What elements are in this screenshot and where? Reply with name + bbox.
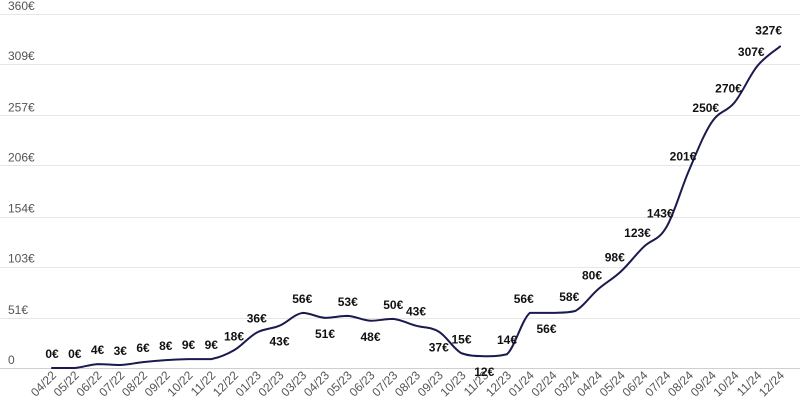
data-labels: 0€ 0€ 4€ 3€ 6€ 8€ 9€ 9€18€36€43€56€51€53€48€50€… [45, 23, 782, 379]
data-label: 53€ [338, 295, 358, 309]
y-tick-label: 51€ [8, 303, 28, 317]
data-label: 98€ [605, 251, 625, 265]
y-tick-label: 360€ [8, 0, 35, 13]
data-label: 307€ [738, 45, 765, 59]
data-label: 43€ [269, 335, 289, 349]
data-label: 4€ [91, 343, 105, 357]
data-label: 327€ [755, 23, 782, 37]
data-label: 51€ [315, 327, 335, 341]
data-label: 12€ [474, 365, 494, 379]
data-label: 56€ [292, 292, 312, 306]
data-label: 58€ [559, 290, 579, 304]
data-label: 14€ [497, 333, 517, 347]
x-tick-label: 10/22 [164, 368, 195, 399]
x-axis: 04/2205/2206/2207/2208/2209/2210/2211/22… [28, 368, 787, 399]
y-axis: 0 51€ 103€ 154€ 206€ 257€ 309€ 360€ [8, 0, 35, 367]
data-label: 250€ [692, 101, 719, 115]
data-label: 37€ [429, 341, 449, 355]
data-label: 270€ [715, 82, 742, 96]
y-tick-label: 309€ [8, 49, 35, 63]
data-label: 18€ [224, 329, 244, 343]
data-label: 0€ [68, 347, 82, 361]
y-tick-label: 257€ [8, 100, 35, 114]
data-label: 9€ [205, 338, 219, 352]
series-layer [51, 45, 781, 369]
data-label: 48€ [360, 330, 380, 344]
y-tick-label: 154€ [8, 202, 35, 216]
y-tick-label: 206€ [8, 150, 35, 164]
series-line [51, 45, 781, 369]
data-label: 80€ [582, 268, 602, 282]
data-label: 123€ [624, 226, 651, 240]
data-label: 56€ [514, 292, 534, 306]
data-label: 201€ [670, 149, 697, 163]
data-label: 50€ [383, 298, 403, 312]
data-label: 15€ [451, 332, 471, 346]
y-tick-label: 0 [8, 353, 15, 367]
gridlines [0, 14, 800, 369]
data-label: 56€ [536, 322, 556, 336]
data-label: 9€ [182, 338, 196, 352]
y-tick-label: 103€ [8, 252, 35, 266]
x-tick-label: 12/24 [756, 368, 787, 399]
data-label: 0€ [45, 347, 59, 361]
data-label: 3€ [114, 344, 128, 358]
data-label: 36€ [247, 312, 267, 326]
x-tick-label: 10/24 [710, 368, 741, 399]
x-tick-label: 10/23 [437, 368, 468, 399]
data-label: 143€ [647, 206, 674, 220]
data-label: 8€ [159, 339, 173, 353]
data-label: 6€ [136, 341, 150, 355]
data-label: 43€ [406, 305, 426, 319]
